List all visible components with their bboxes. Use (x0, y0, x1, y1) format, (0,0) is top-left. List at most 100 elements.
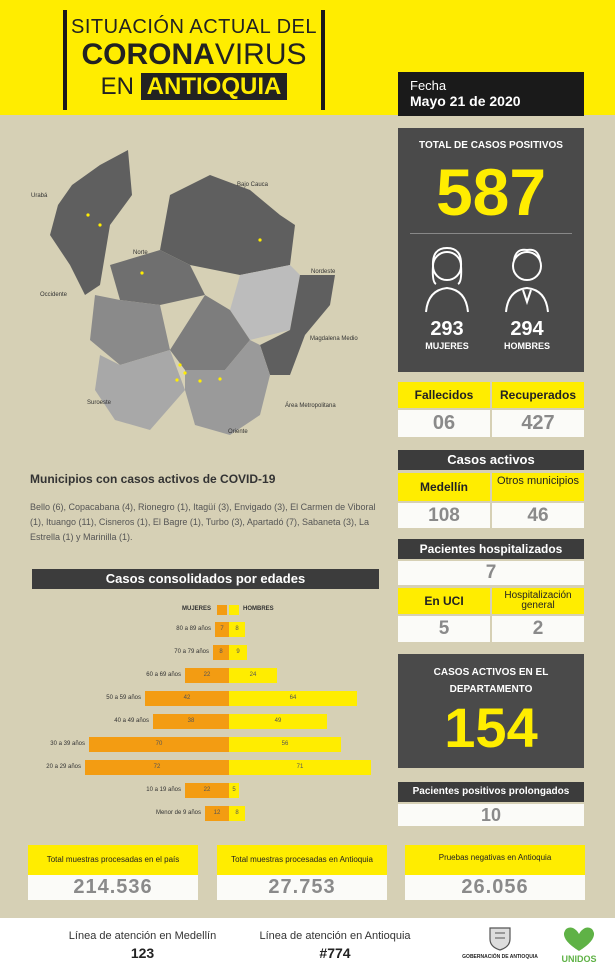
age-category-label: 40 a 49 años (114, 718, 149, 724)
hospitalized-value: 7 (398, 561, 584, 585)
country-samples-value: 214.536 (28, 875, 198, 900)
men-count: 294 (510, 318, 544, 340)
department-title: CASOS ACTIVOS EN EL DEPARTAMENTO (433, 667, 549, 695)
map-region-nordeste (230, 265, 300, 340)
medellin-hotline-number: 123 (130, 945, 155, 961)
total-cases-title: TOTAL DE CASOS POSITIVOS (419, 140, 563, 151)
map-label-occidente: Occidente (40, 292, 68, 298)
map-dot (140, 271, 144, 275)
others-value: 46 (492, 503, 584, 528)
title-line-2: CORONAVIRUS (81, 38, 307, 71)
municipalities-text: Bello (6), Copacabana (4), Rionegro (1),… (30, 502, 376, 542)
bar-men: 49 (229, 714, 327, 729)
deaths-label: Fallecidos (398, 382, 490, 408)
date-value: Mayo 21 de 2020 (410, 93, 521, 109)
title-line-1: SITUACIÓN ACTUAL DEL (71, 16, 317, 38)
divider (410, 233, 572, 234)
bar-men: 8 (229, 622, 245, 637)
age-category-label: 70 a 79 años (174, 649, 209, 655)
age-category-label: 20 a 29 años (46, 764, 81, 770)
men-label: HOMBRES (503, 341, 550, 351)
bar-women: 22 (185, 783, 229, 798)
bar-men: 8 (229, 806, 245, 821)
uci-value: 5 (398, 616, 490, 642)
age-category-label: 30 a 39 años (50, 741, 85, 747)
map-label-suroeste: Suroeste (87, 400, 112, 406)
negative-tests-label: Pruebas negativas en Antioquia (405, 845, 585, 875)
chart-legend-men: HOMBRES (229, 603, 329, 617)
map-region-uraba (50, 150, 132, 295)
date-box: Fecha Mayo 21 de 2020 (398, 72, 584, 116)
map-region-occidente (90, 295, 170, 365)
man-icon (505, 248, 549, 313)
antioquia-hotline-label: Línea de atención en Antioquia (259, 930, 411, 942)
total-cases-panel: TOTAL DE CASOS POSITIVOS 587 293 MUJERES… (398, 128, 584, 372)
title-line-3: EN ANTIOQUIA (101, 73, 288, 101)
antioquia-hotline-number: #774 (319, 945, 351, 961)
map-region-bajo-cauca (160, 175, 295, 275)
bar-women: 42 (145, 691, 229, 706)
country-samples-label: Total muestras procesadas en el país (28, 845, 198, 875)
bar-women: 38 (153, 714, 229, 729)
hospitalized-title: Pacientes hospitalizados (398, 539, 584, 559)
map-label-oriente: Oriente (228, 429, 248, 435)
bar-women: 12 (205, 806, 229, 821)
map-dot (175, 378, 179, 382)
bar-men: 56 (229, 737, 341, 752)
map-dot (198, 379, 202, 383)
bar-men: 71 (229, 760, 371, 775)
others-label: Otros municipios (492, 473, 584, 501)
bar-men: 9 (229, 645, 247, 660)
gobernacion-label: GOBERNACIÓN DE ANTIOQUIA (462, 954, 538, 960)
medellin-hotline-label: Línea de atención en Medellín (68, 930, 217, 942)
map-label-norte: Norte (133, 250, 148, 256)
active-cases-title: Casos activos (398, 450, 584, 470)
unidos-heart-logo (563, 927, 595, 951)
women-count: 293 (430, 318, 464, 340)
map-label-area-metropolitana: Área Metropolitana (285, 403, 336, 409)
map-region-magdalena-medio (260, 275, 335, 375)
bar-women: 70 (89, 737, 229, 752)
gobernacion-shield-logo (489, 927, 511, 951)
department-value: 154 (444, 696, 538, 759)
bar-men: 64 (229, 691, 357, 706)
prolonged-value: 10 (398, 804, 584, 826)
map-dot (86, 213, 90, 217)
bar-women: 8 (213, 645, 229, 660)
negative-tests-value: 26.056 (405, 875, 585, 900)
antioquia-map (50, 150, 335, 435)
map-dot (218, 377, 222, 381)
antioquia-samples-value: 27.753 (217, 875, 387, 900)
map-region-suroeste (95, 350, 185, 430)
bar-men: 24 (229, 668, 277, 683)
date-label: Fecha (410, 78, 447, 93)
age-category-label: Menor de 9 años (155, 810, 201, 816)
women-label: MUJERES (425, 341, 469, 351)
map-label-bajo-cauca: Bajo Cauca (237, 182, 269, 188)
general-value: 2 (492, 616, 584, 642)
medellin-value: 108 (398, 503, 490, 528)
unidos-label: UNIDOS (561, 954, 597, 964)
bar-women: 72 (85, 760, 229, 775)
title-block: SITUACIÓN ACTUAL DEL CORONAVIRUS EN ANTI… (63, 10, 325, 110)
map-dot (258, 238, 262, 242)
medellin-label: Medellín (398, 473, 490, 501)
map-region-oriente (185, 340, 270, 435)
recovered-value: 427 (492, 410, 584, 437)
prolonged-title: Pacientes positivos prolongados (398, 782, 584, 802)
map-label-uraba: Urabá (31, 193, 48, 199)
uci-label: En UCI (398, 588, 490, 614)
age-category-label: 80 a 89 años (176, 626, 211, 632)
map-dot (98, 223, 102, 227)
antioquia-samples-label: Total muestras procesadas en Antioquia (217, 845, 387, 875)
map-dot (178, 363, 182, 367)
deaths-value: 06 (398, 410, 490, 437)
map-region-norte (110, 250, 205, 305)
woman-icon (425, 246, 469, 313)
bar-women: 7 (215, 622, 229, 637)
legend-swatch-men (229, 605, 239, 615)
map-label-nordeste: Nordeste (311, 269, 336, 275)
footer (0, 918, 615, 977)
age-chart: 80 a 89 años 7 8 70 a 79 años 8 9 60 a 69 años… (0, 622, 400, 827)
recovered-label: Recuperados (492, 382, 584, 408)
